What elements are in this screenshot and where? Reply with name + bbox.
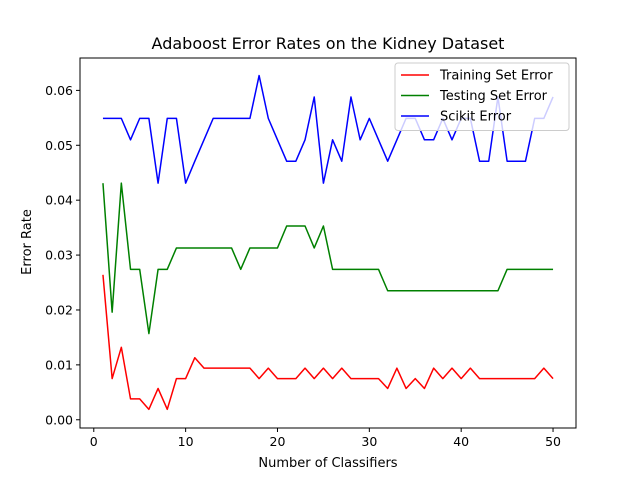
- x-tick-label: 20: [270, 434, 286, 449]
- chart-title: Adaboost Error Rates on the Kidney Datas…: [152, 34, 505, 53]
- y-tick-label: 0.01: [45, 357, 73, 372]
- y-axis: 0.00 0.01 0.02 0.03 0.04 0.05 0.06: [45, 83, 80, 427]
- x-tick-label: 30: [361, 434, 377, 449]
- x-tick-label: 0: [90, 434, 98, 449]
- legend-label-3: Scikit Error: [440, 110, 512, 125]
- plot-area: [102, 74, 554, 411]
- series-line-1: [102, 274, 554, 411]
- x-tick-label: 50: [545, 434, 561, 449]
- y-tick-label: 0.04: [45, 193, 73, 208]
- y-tick-label: 0.03: [45, 248, 73, 263]
- series-line-2: [102, 182, 554, 335]
- x-tick-label: 40: [453, 434, 469, 449]
- y-axis-label: Error Rate: [20, 209, 35, 275]
- x-axis-label: Number of Classifiers: [258, 456, 397, 471]
- y-tick-label: 0.06: [45, 83, 73, 98]
- y-tick-label: 0.05: [45, 138, 73, 153]
- y-tick-label: 0.00: [45, 412, 73, 427]
- y-tick-label: 0.02: [45, 302, 73, 317]
- series-line-3: [102, 74, 554, 184]
- x-axis: 0 10 20 30 40 50: [90, 428, 561, 449]
- x-tick-label: 10: [178, 434, 194, 449]
- legend-label-1: Training Set Error: [439, 69, 553, 84]
- legend: Training Set Error Testing Set Error Sciki…: [394, 62, 570, 131]
- legend-label-2: Testing Set Error: [439, 89, 548, 104]
- legend-box: [394, 62, 570, 131]
- plot-frame: [79, 57, 577, 429]
